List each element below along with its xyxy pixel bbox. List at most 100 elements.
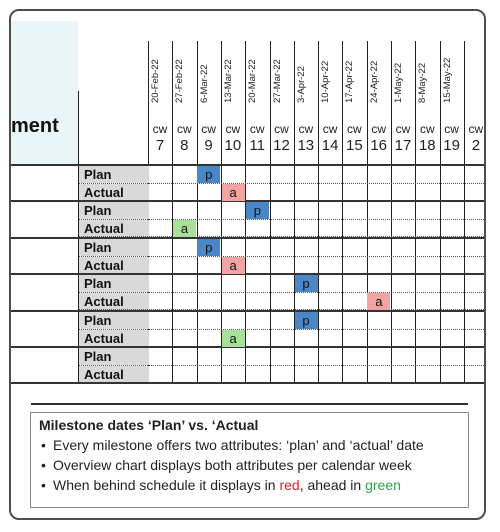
cw-label: cw bbox=[176, 122, 192, 136]
milestone-group-divider bbox=[11, 200, 484, 203]
row-label-plan: Plan bbox=[79, 202, 149, 220]
week-number: 15 bbox=[346, 137, 363, 154]
milestone-grid: ment 20-Feb-22 cw 7 27-Feb-22 cw 8 6-Mar-22 cw 9… bbox=[11, 11, 484, 411]
week-column-divider bbox=[463, 41, 465, 384]
cw-label: cw bbox=[347, 122, 362, 136]
row-label-plan: Plan bbox=[79, 311, 149, 329]
note-title: Milestone dates ‘Plan’ vs. ‘Actual bbox=[39, 417, 259, 433]
cw-label: cw bbox=[444, 122, 459, 136]
week-date-label: 20-Mar-22 bbox=[247, 59, 259, 103]
cw-label: cw bbox=[322, 122, 338, 136]
cw-label: cw bbox=[419, 122, 435, 136]
cw-label: cw bbox=[201, 122, 216, 136]
cw-label: cw bbox=[225, 122, 241, 136]
row-label-plan: Plan bbox=[79, 348, 149, 365]
row-dotted-divider bbox=[79, 292, 484, 294]
week-date-label: 27-Mar-22 bbox=[271, 59, 283, 103]
actual-marker: a bbox=[221, 184, 245, 201]
note-bullet-text: , ahead in bbox=[299, 477, 366, 493]
week-date-label: 8-May-22 bbox=[417, 62, 429, 103]
week-number: 12 bbox=[273, 137, 290, 154]
row-label-plan: Plan bbox=[79, 275, 149, 293]
slide-card: ment 20-Feb-22 cw 7 27-Feb-22 cw 8 6-Mar-22 cw 9… bbox=[9, 9, 486, 520]
week-date-label: 27-Feb-22 bbox=[174, 59, 186, 103]
week-column-divider bbox=[415, 41, 417, 384]
cw-label: cw bbox=[371, 122, 387, 136]
milestone-note-box: Milestone dates ‘Plan’ vs. ‘Actual Every… bbox=[30, 412, 469, 508]
week-number: 7 bbox=[155, 137, 165, 154]
row-label-actual: Actual bbox=[79, 184, 149, 201]
week-number: 18 bbox=[418, 137, 436, 154]
week-date-label: 13-Mar-22 bbox=[222, 59, 234, 103]
plan-marker: p bbox=[294, 275, 318, 293]
week-date-label: 17-Apr-22 bbox=[344, 60, 356, 103]
row-dotted-divider bbox=[79, 219, 484, 221]
cw-label: cw bbox=[395, 122, 411, 136]
week-date-label: 3-Apr-22 bbox=[295, 66, 307, 103]
plan-marker: p bbox=[197, 166, 221, 183]
week-date-label: 15-May-22 bbox=[441, 57, 453, 103]
note-green-word: green bbox=[365, 477, 401, 493]
week-number: 10 bbox=[224, 137, 242, 154]
cw-label: cw bbox=[152, 122, 168, 136]
week-column-divider bbox=[293, 41, 295, 384]
note-bullet: When behind schedule it displays in red,… bbox=[41, 477, 460, 494]
week-column-divider bbox=[245, 41, 247, 384]
milestone-group-divider bbox=[11, 382, 484, 385]
week-column-divider bbox=[172, 41, 174, 384]
row-label-plan: Plan bbox=[79, 166, 149, 183]
week-number: 17 bbox=[394, 137, 412, 154]
row-label-actual: Actual bbox=[79, 366, 149, 383]
row-dotted-divider bbox=[79, 183, 484, 184]
cw-label: cw bbox=[468, 122, 484, 136]
note-bullet: Overview chart displays both attributes … bbox=[41, 457, 460, 474]
week-number: 9 bbox=[204, 137, 213, 154]
header-left-label: ment bbox=[11, 115, 59, 137]
week-date-label bbox=[466, 47, 484, 103]
week-number: 14 bbox=[321, 137, 339, 154]
row-dotted-divider bbox=[79, 255, 484, 257]
week-column-divider bbox=[366, 41, 368, 384]
actual-marker: a bbox=[173, 220, 196, 238]
week-column-divider bbox=[220, 41, 222, 384]
row-label-actual: Actual bbox=[79, 256, 149, 274]
week-column-divider bbox=[439, 41, 441, 384]
milestone-group-divider bbox=[11, 164, 484, 166]
week-column-divider bbox=[269, 41, 271, 384]
week-number: 19 bbox=[443, 137, 460, 154]
week-column-divider bbox=[391, 41, 392, 384]
week-number: 8 bbox=[180, 137, 189, 154]
cw-label: cw bbox=[274, 122, 289, 136]
milestone-group-divider bbox=[11, 273, 484, 276]
row-dotted-divider bbox=[79, 328, 484, 330]
milestone-group-divider bbox=[11, 346, 484, 348]
cw-label: cw bbox=[249, 122, 265, 136]
row-label-actual: Actual bbox=[79, 220, 149, 238]
header-left-cell bbox=[11, 21, 78, 164]
plan-marker: p bbox=[197, 238, 221, 256]
actual-marker: a bbox=[221, 329, 245, 347]
week-column-divider bbox=[342, 41, 344, 384]
week-column-divider bbox=[318, 41, 320, 384]
week-number: 2 bbox=[471, 137, 481, 154]
milestone-group-divider bbox=[11, 236, 484, 239]
week-date-label: 24-Apr-22 bbox=[368, 60, 380, 103]
week-column-divider bbox=[196, 41, 198, 384]
note-red-word: red bbox=[279, 477, 300, 493]
week-number: 16 bbox=[370, 137, 388, 154]
actual-marker: a bbox=[221, 256, 245, 274]
row-label-actual: Actual bbox=[79, 293, 149, 311]
cw-label: cw bbox=[298, 122, 314, 136]
note-bullet-text: When behind schedule it displays in bbox=[53, 477, 280, 493]
week-number: 13 bbox=[297, 137, 315, 154]
plan-marker: p bbox=[294, 311, 318, 329]
separator-line bbox=[31, 403, 468, 405]
row-dotted-divider bbox=[79, 365, 484, 366]
note-bullets: Every milestone offers two attributes: ‘… bbox=[39, 437, 460, 494]
week-date-label: 20-Feb-22 bbox=[150, 59, 161, 103]
actual-marker: a bbox=[367, 293, 391, 311]
week-date-label: 10-Apr-22 bbox=[320, 60, 332, 103]
week-date-label: 1-May-22 bbox=[393, 62, 404, 103]
row-label-actual: Actual bbox=[79, 329, 149, 347]
week-date-label: 6-Mar-22 bbox=[198, 64, 210, 103]
